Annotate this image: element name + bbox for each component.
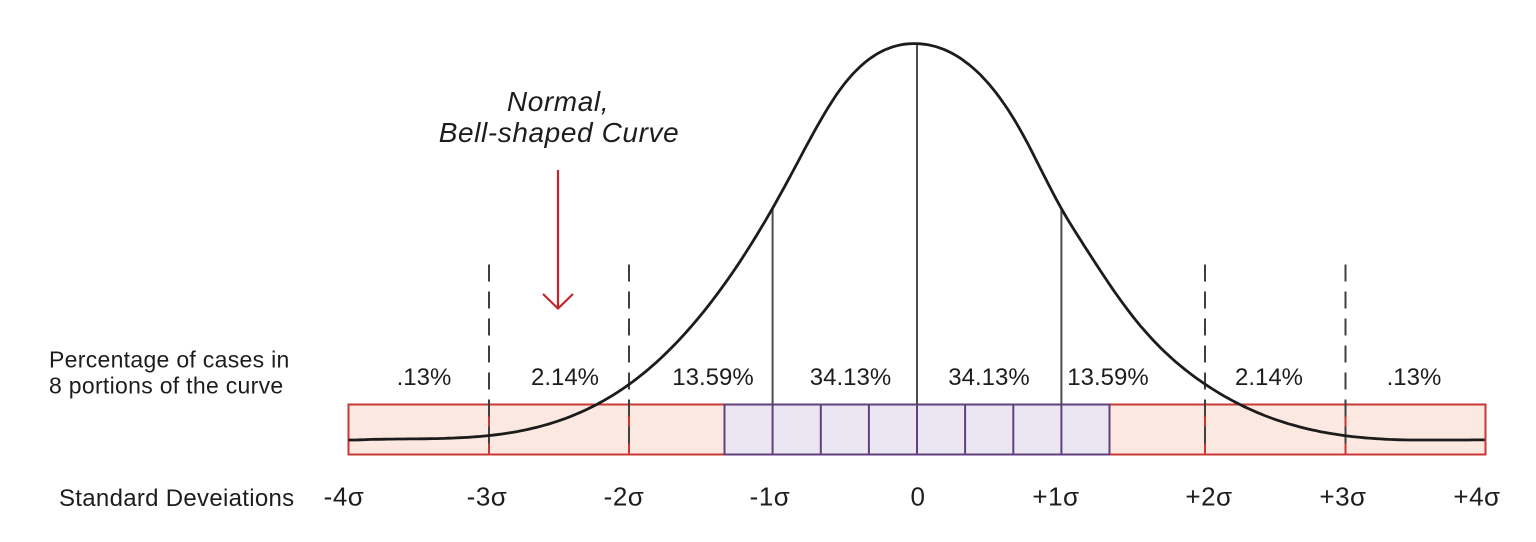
svg-text:-4σ: -4σ xyxy=(324,482,365,512)
svg-text:+1σ: +1σ xyxy=(1032,482,1079,512)
svg-text:-1σ: -1σ xyxy=(750,482,791,512)
svg-text:34.13%: 34.13% xyxy=(810,364,891,391)
svg-text:13.59%: 13.59% xyxy=(1067,364,1148,391)
svg-text:.13%: .13% xyxy=(1387,364,1442,391)
svg-text:2.14%: 2.14% xyxy=(1235,364,1303,391)
svg-text:8 portions of the curve: 8 portions of the curve xyxy=(49,373,283,399)
svg-text:Normal,: Normal, xyxy=(507,86,609,117)
svg-text:Standard Deveiations: Standard Deveiations xyxy=(59,485,294,512)
svg-text:Bell-shaped Curve: Bell-shaped Curve xyxy=(439,117,680,148)
svg-text:-3σ: -3σ xyxy=(467,482,508,512)
svg-text:+2σ: +2σ xyxy=(1185,482,1232,512)
svg-text:13.59%: 13.59% xyxy=(672,364,753,391)
svg-text:.13%: .13% xyxy=(397,364,452,391)
svg-text:2.14%: 2.14% xyxy=(531,364,599,391)
svg-text:34.13%: 34.13% xyxy=(948,364,1029,391)
svg-text:+3σ: +3σ xyxy=(1319,482,1366,512)
svg-text:-2σ: -2σ xyxy=(604,482,645,512)
svg-text:+4σ: +4σ xyxy=(1453,482,1500,512)
svg-text:0: 0 xyxy=(911,482,926,512)
svg-text:Percentage of cases in: Percentage of cases in xyxy=(49,347,290,373)
